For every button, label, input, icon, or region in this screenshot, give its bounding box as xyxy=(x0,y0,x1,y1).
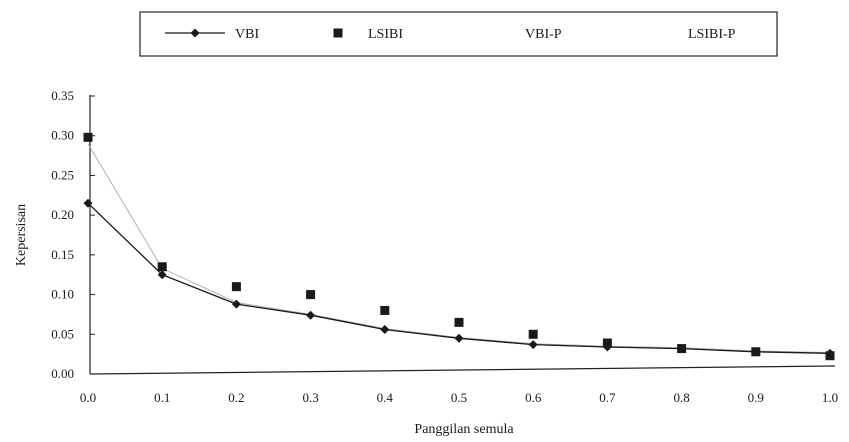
data-point-vbi xyxy=(231,299,241,309)
data-point-lsibi xyxy=(157,262,167,272)
series-line-vbi-p xyxy=(87,202,831,354)
y-tick-label: 0.35 xyxy=(51,88,74,103)
data-point-lsibi xyxy=(83,132,93,142)
legend-label: VBI-P xyxy=(525,27,562,42)
data-point-vbi xyxy=(306,310,316,320)
data-point-vbi xyxy=(528,340,538,350)
x-tick-label: 0.2 xyxy=(228,390,244,405)
y-tick-label: 0.25 xyxy=(51,167,74,182)
x-axis-title: Panggilan semula xyxy=(414,422,514,437)
legend-label: LSIBI-P xyxy=(688,27,736,42)
data-point-lsibi xyxy=(306,290,316,300)
series-vbi xyxy=(83,198,835,358)
y-tick-label: 0.30 xyxy=(51,128,74,143)
legend: VBI LSIBI VBI-P LSIBI-P xyxy=(139,11,778,57)
x-tick-label: 0.1 xyxy=(154,390,170,405)
data-point-lsibi xyxy=(677,344,687,354)
data-point-lsibi xyxy=(380,305,390,315)
data-point-vbi xyxy=(83,198,93,208)
data-point-lsibi xyxy=(602,338,612,348)
legend-label: LSIBI xyxy=(368,27,403,42)
x-tick-label: 0.6 xyxy=(525,390,542,405)
x-tick-label: 0.4 xyxy=(377,390,394,405)
y-tick-label: 0.05 xyxy=(51,326,74,341)
y-tick-label: 0.00 xyxy=(51,366,74,381)
x-axis-line xyxy=(89,365,836,375)
data-point-lsibi xyxy=(751,347,761,357)
series-lsibi xyxy=(83,132,835,361)
x-tick-label: 1.0 xyxy=(822,390,838,405)
legend-swatch-marker xyxy=(190,28,200,38)
x-tick-label: 0.3 xyxy=(302,390,318,405)
legend-item-lsibi-p: LSIBI-P xyxy=(688,27,736,42)
x-tick-label: 0.9 xyxy=(748,390,764,405)
legend-label: VBI xyxy=(235,27,259,42)
y-tick-label: 0.15 xyxy=(51,247,74,262)
legend-frame xyxy=(139,11,778,57)
x-tick-label: 0.5 xyxy=(451,390,467,405)
data-point-vbi xyxy=(157,270,167,280)
data-point-vbi xyxy=(380,325,390,335)
data-point-lsibi xyxy=(231,282,241,292)
data-point-lsibi xyxy=(528,329,538,339)
y-tick-label: 0.10 xyxy=(51,287,74,302)
y-axis-title: Kepersisan xyxy=(14,204,29,266)
data-point-lsibi xyxy=(825,351,835,361)
series-line-vbi xyxy=(87,202,831,354)
x-tick-label: 0.0 xyxy=(80,390,96,405)
x-tick-label: 0.8 xyxy=(673,390,689,405)
legend-item-vbi: VBI xyxy=(165,27,259,42)
legend-item-lsibi: LSIBI xyxy=(333,27,403,42)
y-tick-label: 0.20 xyxy=(51,207,74,222)
data-point-vbi xyxy=(454,333,464,343)
series-vbi-p xyxy=(87,202,831,354)
data-point-lsibi xyxy=(454,317,464,327)
legend-item-vbi-p: VBI-P xyxy=(525,27,562,42)
legend-swatch-marker xyxy=(333,28,343,38)
x-tick-label: 0.7 xyxy=(599,390,616,405)
